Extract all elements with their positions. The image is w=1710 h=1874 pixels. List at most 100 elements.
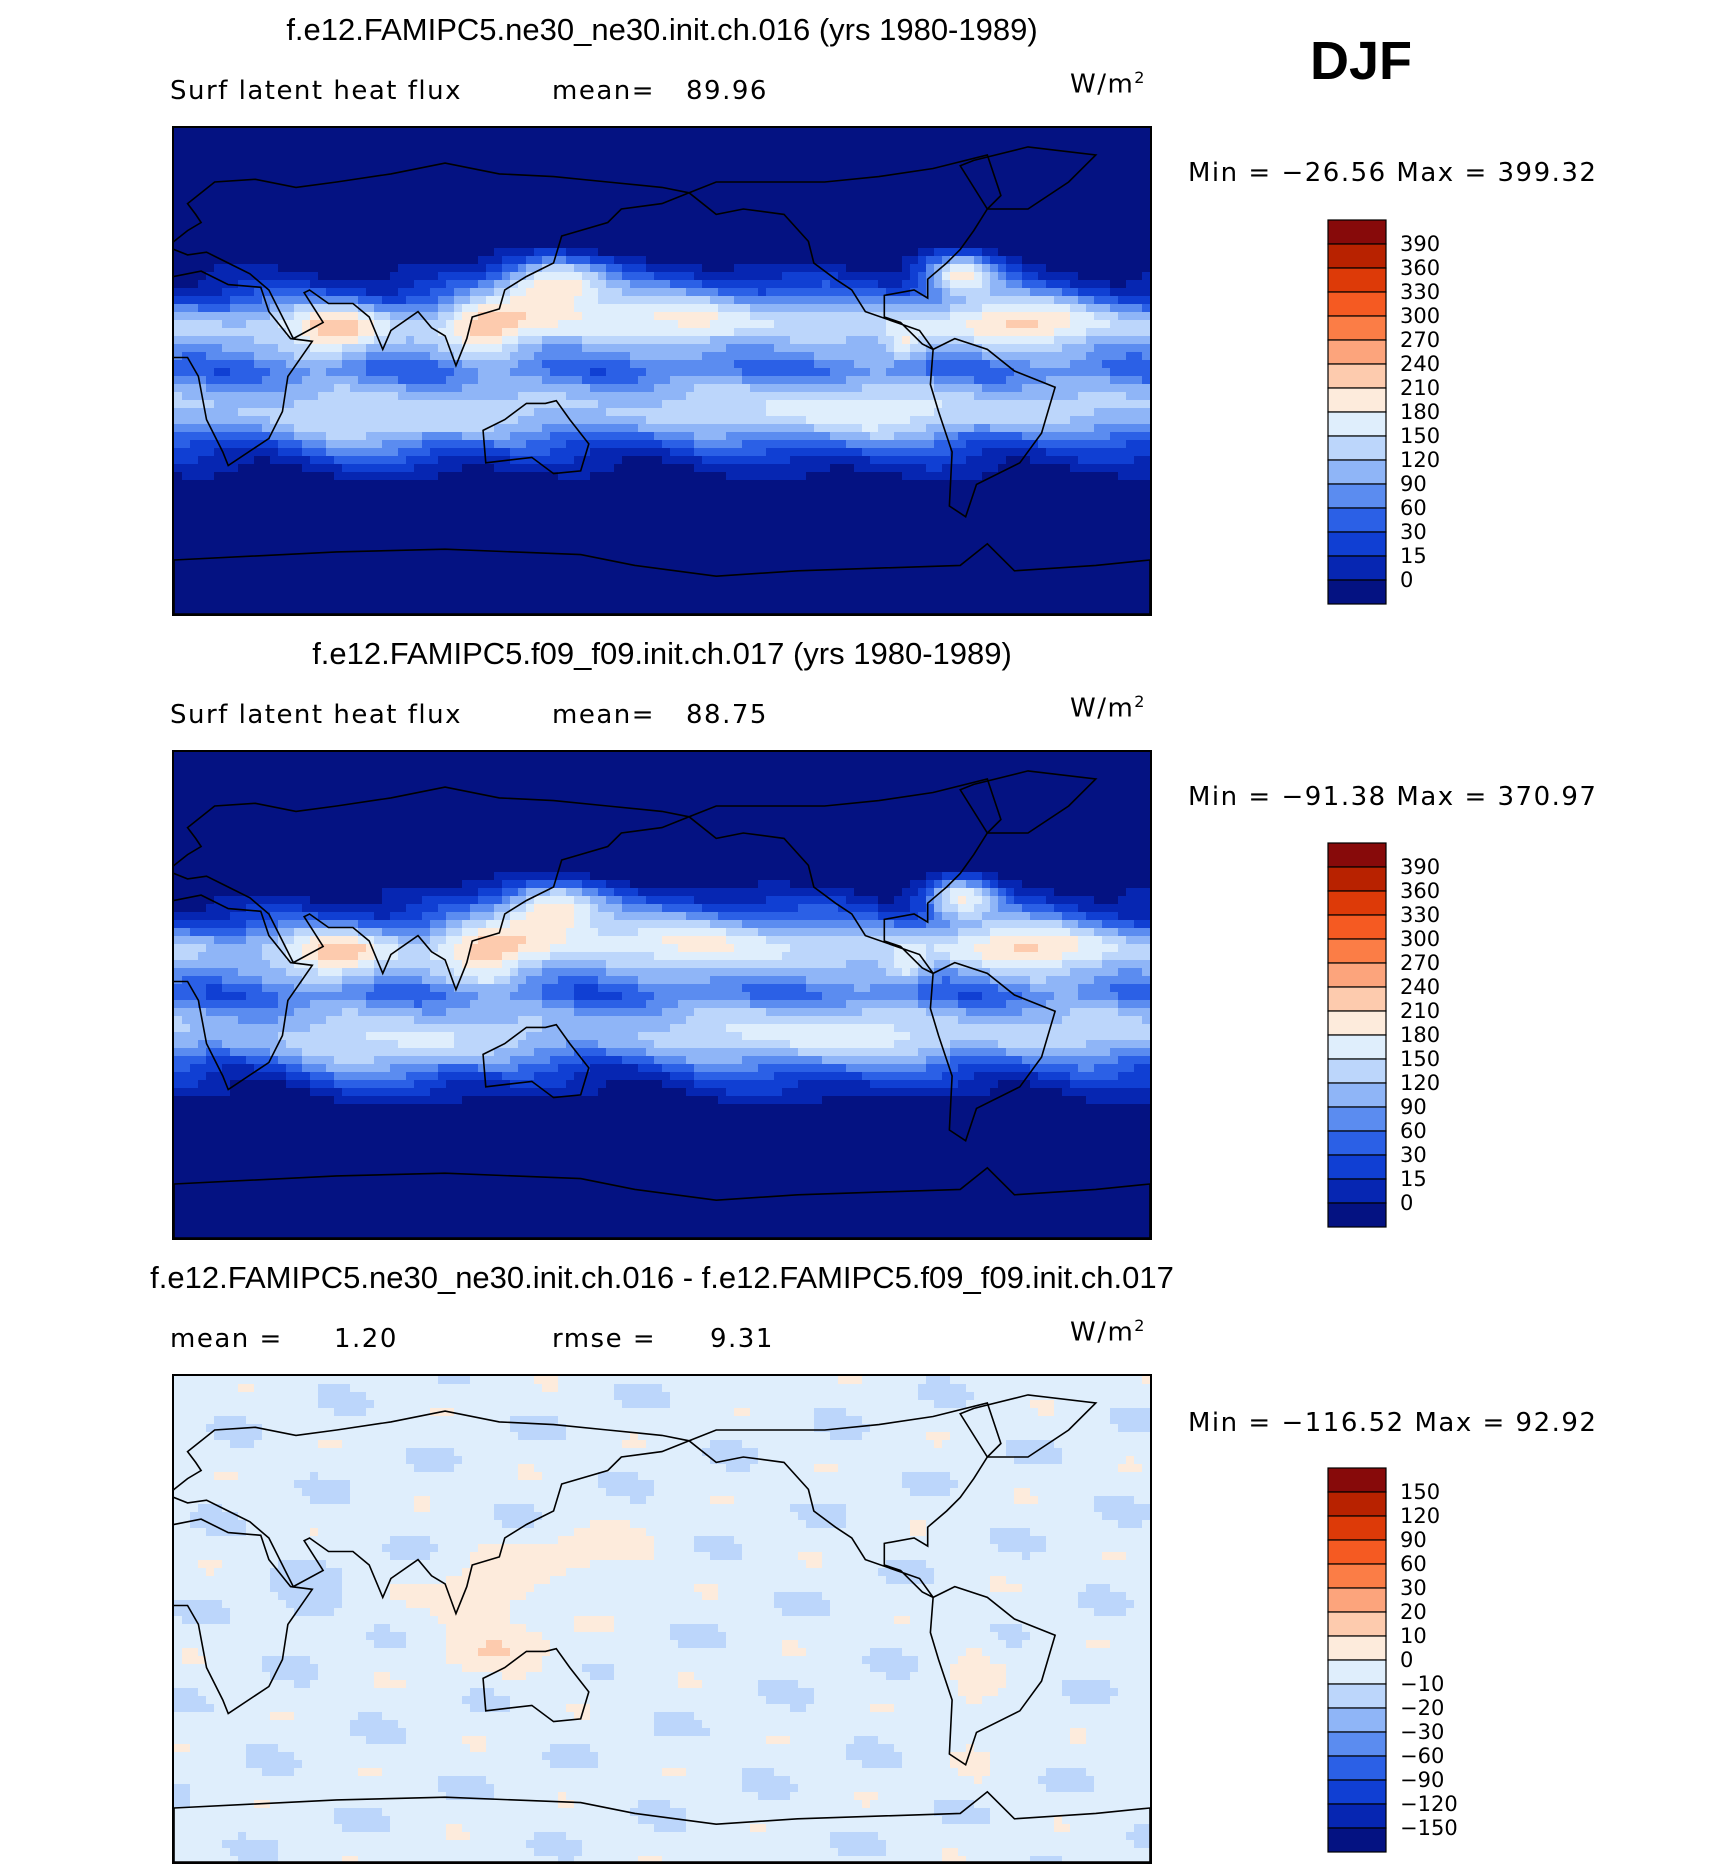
field-cell bbox=[462, 312, 470, 320]
field-cell bbox=[942, 392, 950, 400]
field-cell bbox=[1022, 176, 1030, 184]
field-cell bbox=[798, 280, 806, 288]
field-cell bbox=[286, 352, 294, 360]
field-cell bbox=[1006, 432, 1014, 440]
field-cell bbox=[814, 280, 822, 288]
field-cell bbox=[190, 168, 198, 176]
field-cell bbox=[734, 272, 742, 280]
field-cell bbox=[598, 128, 606, 136]
field-cell bbox=[430, 440, 438, 448]
field-cell bbox=[190, 440, 198, 448]
field-cell bbox=[678, 408, 686, 416]
field-cell bbox=[430, 312, 438, 320]
field-cell bbox=[910, 144, 918, 152]
field-cell bbox=[622, 304, 630, 312]
field-cell bbox=[1030, 200, 1038, 208]
field-cell bbox=[590, 424, 598, 432]
field-cell bbox=[854, 192, 862, 200]
field-cell bbox=[550, 232, 558, 240]
field-cell bbox=[366, 424, 374, 432]
field-cell bbox=[414, 128, 422, 136]
field-cell bbox=[950, 408, 958, 416]
field-cell bbox=[942, 160, 950, 168]
field-cell bbox=[390, 336, 398, 344]
field-cell bbox=[1086, 400, 1094, 408]
field-cell bbox=[566, 376, 574, 384]
field-cell bbox=[206, 448, 214, 456]
field-cell bbox=[830, 264, 838, 272]
field-cell bbox=[366, 400, 374, 408]
field-cell bbox=[1046, 368, 1054, 376]
field-cell bbox=[278, 264, 286, 272]
field-cell bbox=[926, 360, 934, 368]
field-cell bbox=[406, 416, 414, 424]
field-cell bbox=[582, 152, 590, 160]
field-cell bbox=[1014, 424, 1022, 432]
field-cell bbox=[302, 448, 310, 456]
field-cell bbox=[662, 320, 670, 328]
field-cell bbox=[1094, 376, 1102, 384]
field-cell bbox=[918, 344, 926, 352]
field-cell bbox=[486, 368, 494, 376]
field-cell bbox=[486, 144, 494, 152]
field-cell bbox=[174, 440, 182, 448]
field-cell bbox=[918, 384, 926, 392]
field-cell bbox=[822, 432, 830, 440]
field-cell bbox=[510, 144, 518, 152]
field-cell bbox=[894, 152, 902, 160]
field-cell bbox=[438, 440, 446, 448]
field-cell bbox=[214, 408, 222, 416]
field-cell bbox=[886, 320, 894, 328]
field-cell bbox=[510, 416, 518, 424]
field-cell bbox=[886, 264, 894, 272]
field-cell bbox=[614, 232, 622, 240]
field-cell bbox=[726, 416, 734, 424]
field-cell bbox=[942, 192, 950, 200]
field-cell bbox=[286, 168, 294, 176]
field-cell bbox=[798, 360, 806, 368]
field-cell bbox=[486, 280, 494, 288]
field-cell bbox=[662, 432, 670, 440]
field-cell bbox=[534, 376, 542, 384]
field-cell bbox=[1126, 304, 1134, 312]
field-cell bbox=[710, 400, 718, 408]
field-cell bbox=[1078, 152, 1086, 160]
field-cell bbox=[950, 344, 958, 352]
field-cell bbox=[846, 168, 854, 176]
field-cell bbox=[1142, 360, 1150, 368]
field-cell bbox=[318, 328, 326, 336]
field-cell bbox=[374, 368, 382, 376]
field-cell bbox=[542, 304, 550, 312]
field-cell bbox=[918, 232, 926, 240]
field-cell bbox=[478, 176, 486, 184]
field-cell bbox=[1062, 176, 1070, 184]
field-cell bbox=[734, 240, 742, 248]
field-cell bbox=[1014, 248, 1022, 256]
field-cell bbox=[566, 368, 574, 376]
field-cell bbox=[230, 392, 238, 400]
field-cell bbox=[566, 352, 574, 360]
field-cell bbox=[1046, 168, 1054, 176]
field-cell bbox=[1142, 400, 1150, 408]
field-cell bbox=[654, 344, 662, 352]
field-cell bbox=[1086, 392, 1094, 400]
field-cell bbox=[350, 392, 358, 400]
field-cell bbox=[254, 200, 262, 208]
field-cell bbox=[998, 168, 1006, 176]
field-cell bbox=[486, 288, 494, 296]
field-cell bbox=[542, 232, 550, 240]
field-cell bbox=[254, 280, 262, 288]
field-cell bbox=[398, 432, 406, 440]
field-cell bbox=[1030, 256, 1038, 264]
field-cell bbox=[1006, 168, 1014, 176]
field-cell bbox=[454, 200, 462, 208]
field-cell bbox=[262, 416, 270, 424]
field-cell bbox=[1126, 352, 1134, 360]
field-cell bbox=[926, 328, 934, 336]
field-cell bbox=[590, 256, 598, 264]
field-cell bbox=[966, 296, 974, 304]
field-cell bbox=[1030, 128, 1038, 136]
field-cell bbox=[438, 296, 446, 304]
field-cell bbox=[710, 328, 718, 336]
field-cell bbox=[398, 416, 406, 424]
